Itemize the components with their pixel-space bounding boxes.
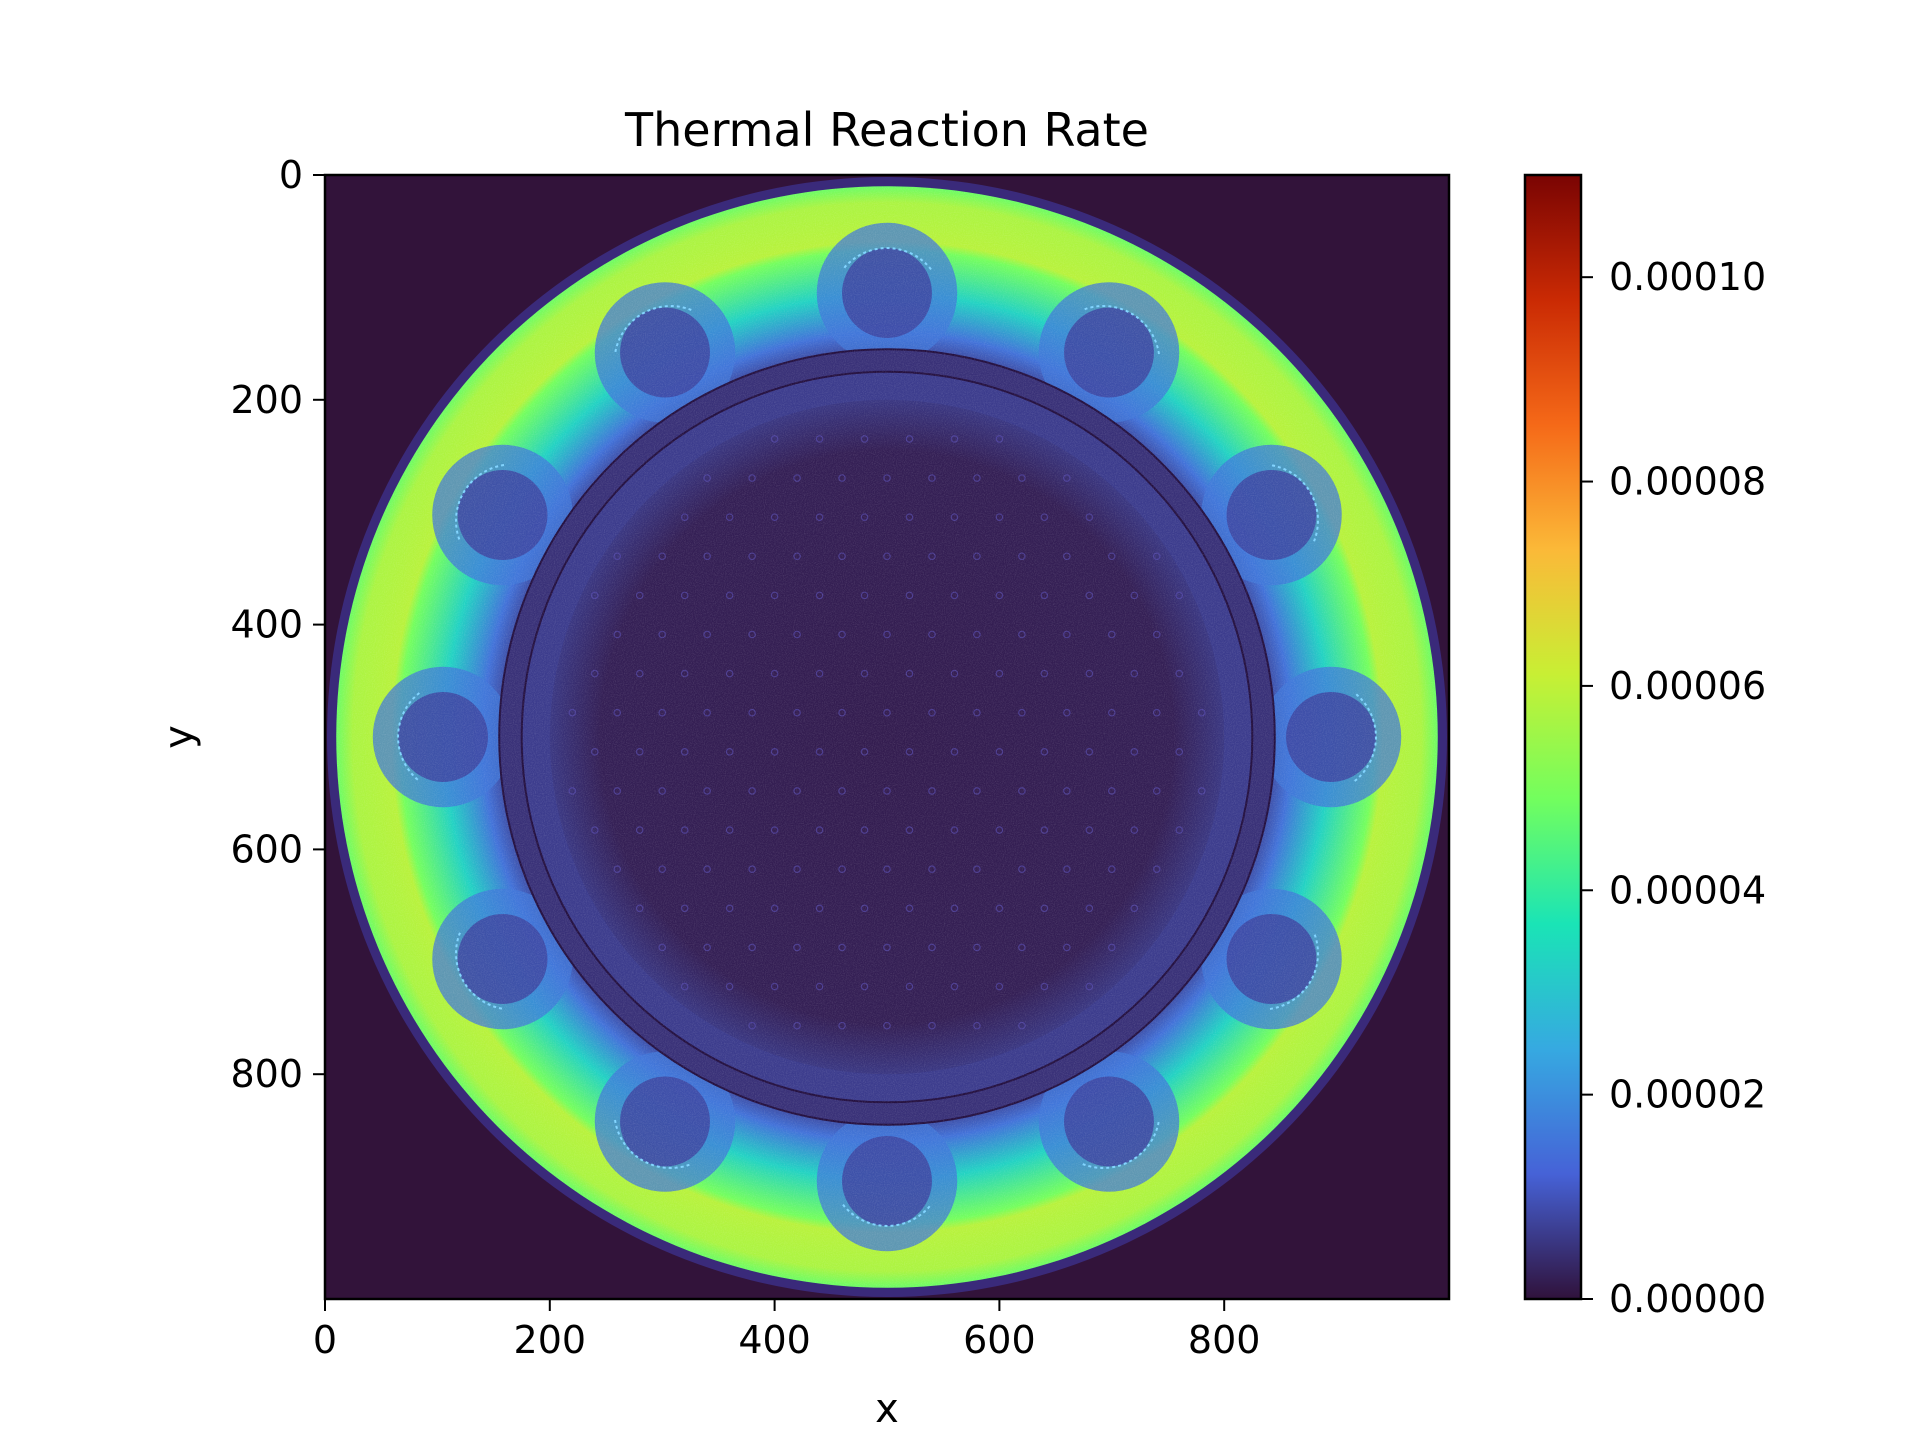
y-axis-ticks: 0 200 400 600 800 [230, 153, 325, 1096]
x-tick-label: 600 [963, 1318, 1036, 1362]
x-tick-label: 0 [313, 1318, 337, 1362]
y-tick-label: 400 [230, 603, 303, 647]
colorbar-tick-label: 0.00008 [1609, 460, 1766, 504]
colorbar-tick-label: 0.00010 [1609, 255, 1766, 299]
x-axis-ticks: 0 200 400 600 800 [313, 1299, 1261, 1362]
noise-texture [336, 186, 1438, 1288]
y-tick-label: 600 [230, 827, 303, 871]
y-tick-label: 200 [230, 378, 303, 422]
chart-title: Thermal Reaction Rate [624, 103, 1149, 157]
colorbar-tick-label: 0.00004 [1609, 868, 1766, 912]
y-tick-label: 0 [279, 153, 303, 197]
colorbar-ticks: 0.00000 0.00002 0.00004 0.00006 0.00008 0.000… [1581, 255, 1766, 1321]
y-axis-label: y [156, 725, 202, 749]
colorbar-frame [1523, 173, 1583, 1301]
x-tick-label: 200 [514, 1318, 587, 1362]
heatmap-plot-area [325, 175, 1449, 1299]
y-tick-label: 800 [230, 1052, 303, 1096]
colorbar [1525, 175, 1581, 1299]
x-axis-label: x [875, 1386, 899, 1432]
colorbar-tick-label: 0.00000 [1609, 1277, 1766, 1321]
colorbar-tick-label: 0.00002 [1609, 1073, 1766, 1117]
x-tick-label: 400 [738, 1318, 811, 1362]
plot-frame [323, 173, 1451, 1301]
colorbar-tick-label: 0.00006 [1609, 664, 1766, 708]
x-tick-label: 800 [1188, 1318, 1261, 1362]
